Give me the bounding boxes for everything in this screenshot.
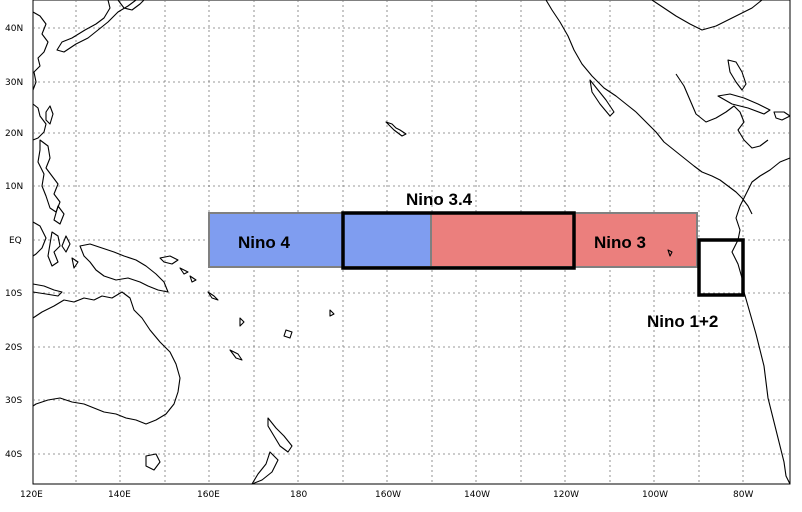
vanuatu-islands (207, 291, 219, 301)
lat-label-30s: 30S (5, 396, 22, 406)
nino3-label: Nino 3 (594, 233, 646, 252)
lon-label-120w: 120W (553, 490, 579, 500)
small-island-b (329, 309, 335, 317)
lon-label-140e: 140E (108, 490, 131, 500)
lon-label-180: 180 (290, 490, 307, 500)
lon-label-160w: 160W (375, 490, 401, 500)
longitude-gridlines (75, 0, 744, 484)
longitude-axis: 120E 140E 160E 180 160W 140W 120W 100W 8… (20, 490, 753, 500)
asia-coastline (32, 11, 49, 91)
tasmania-coastline (145, 453, 161, 471)
hawaii-islands (385, 121, 407, 137)
philippines-south (53, 205, 65, 225)
solomon-islands (179, 267, 197, 283)
lon-label-120e: 120E (20, 490, 43, 500)
australia-coastline (32, 291, 181, 425)
mexico-gulf-coast (675, 73, 769, 149)
hispaniola-coastline (773, 111, 791, 121)
nino3-region-fill (430, 212, 698, 268)
new-britain (159, 255, 179, 265)
nino4-region-fill (208, 212, 432, 268)
lesser-sunda-islands (32, 283, 63, 297)
lat-label-20n: 20N (5, 129, 23, 139)
nino34-region-outline (341, 211, 576, 270)
latitude-axis: 40N 30N 20N 10N EQ 10S 20S 30S 40S (5, 24, 23, 460)
sulawesi-coastline (47, 231, 61, 267)
nino12-region-outline (697, 238, 745, 297)
cuba-coastline (717, 93, 771, 115)
china-coastline (32, 103, 47, 141)
borneo-coastline (32, 221, 47, 257)
nino34-label: Nino 3.4 (406, 190, 473, 209)
taiwan-coastline (45, 105, 54, 125)
small-island-a (239, 317, 245, 327)
baja-california (589, 79, 615, 117)
lat-label-30n: 30N (5, 78, 23, 88)
new-zealand-south (251, 451, 279, 485)
lat-label-10n: 10N (5, 182, 23, 192)
lat-label-40s: 40S (5, 450, 22, 460)
nino12-label: Nino 1+2 (647, 312, 718, 331)
north-america-coastline (545, 0, 753, 215)
coastlines (32, 0, 791, 485)
florida-coastline (727, 59, 747, 91)
gulf-coast (651, 0, 763, 31)
new-guinea-coastline (79, 243, 169, 293)
galapagos-islands (667, 249, 673, 257)
japan-coastline (56, 0, 137, 53)
japan-north-island (117, 0, 145, 11)
lat-label-20s: 20S (5, 343, 22, 353)
latitude-gridlines (33, 27, 790, 455)
lon-label-100w: 100W (642, 490, 668, 500)
nino4-label: Nino 4 (238, 233, 290, 252)
lat-label-eq: EQ (9, 236, 22, 246)
lon-label-80w: 80W (733, 490, 753, 500)
new-zealand-north (267, 417, 293, 453)
maluku-islands (61, 235, 79, 269)
lat-label-40n: 40N (5, 24, 23, 34)
fiji-islands (283, 329, 293, 339)
new-caledonia (229, 349, 243, 361)
lon-label-160e: 160E (197, 490, 220, 500)
lat-label-10s: 10S (5, 289, 22, 299)
lon-label-140w: 140W (464, 490, 490, 500)
